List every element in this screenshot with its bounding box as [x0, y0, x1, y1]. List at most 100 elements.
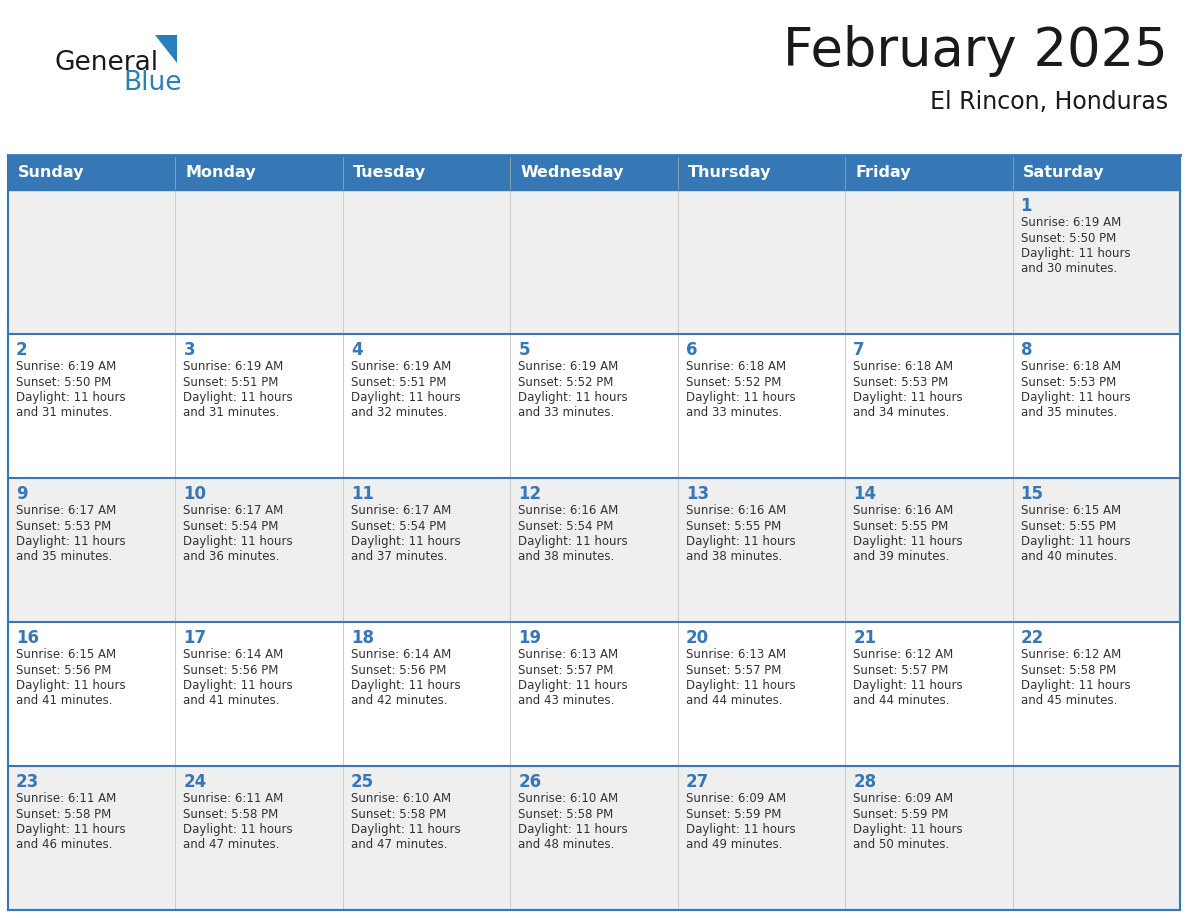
Text: Sunset: 5:53 PM: Sunset: 5:53 PM [15, 520, 112, 532]
Text: Daylight: 11 hours: Daylight: 11 hours [853, 679, 962, 692]
Text: and 46 minutes.: and 46 minutes. [15, 838, 113, 852]
Text: Daylight: 11 hours: Daylight: 11 hours [1020, 391, 1130, 404]
Text: and 38 minutes.: and 38 minutes. [518, 551, 614, 564]
Text: 26: 26 [518, 773, 542, 791]
Text: Sunset: 5:57 PM: Sunset: 5:57 PM [853, 664, 948, 677]
Bar [8, 334, 1180, 478]
Text: Tuesday: Tuesday [353, 165, 426, 180]
Text: 27: 27 [685, 773, 709, 791]
Text: and 37 minutes.: and 37 minutes. [350, 551, 447, 564]
Text: Sunrise: 6:18 AM: Sunrise: 6:18 AM [853, 360, 953, 373]
Text: 8: 8 [1020, 341, 1032, 359]
Text: 4: 4 [350, 341, 362, 359]
Text: Sunset: 5:55 PM: Sunset: 5:55 PM [1020, 520, 1116, 532]
Text: 9: 9 [15, 485, 27, 503]
Text: Sunrise: 6:17 AM: Sunrise: 6:17 AM [350, 504, 451, 517]
Text: and 32 minutes.: and 32 minutes. [350, 407, 447, 420]
Text: Sunset: 5:55 PM: Sunset: 5:55 PM [685, 520, 781, 532]
Text: Sunrise: 6:17 AM: Sunrise: 6:17 AM [183, 504, 284, 517]
Text: and 33 minutes.: and 33 minutes. [518, 407, 614, 420]
Text: Daylight: 11 hours: Daylight: 11 hours [183, 391, 293, 404]
Text: Sunset: 5:59 PM: Sunset: 5:59 PM [685, 808, 781, 821]
Text: Sunset: 5:55 PM: Sunset: 5:55 PM [853, 520, 948, 532]
Text: Sunset: 5:58 PM: Sunset: 5:58 PM [350, 808, 447, 821]
Text: 12: 12 [518, 485, 542, 503]
Text: and 39 minutes.: and 39 minutes. [853, 551, 949, 564]
Text: 22: 22 [1020, 629, 1044, 647]
Text: Sunset: 5:54 PM: Sunset: 5:54 PM [518, 520, 614, 532]
Text: Daylight: 11 hours: Daylight: 11 hours [685, 823, 795, 836]
Text: 16: 16 [15, 629, 39, 647]
Text: Sunset: 5:51 PM: Sunset: 5:51 PM [350, 375, 447, 388]
Text: Sunset: 5:52 PM: Sunset: 5:52 PM [518, 375, 614, 388]
Text: Sunrise: 6:17 AM: Sunrise: 6:17 AM [15, 504, 116, 517]
Bar [8, 478, 1180, 622]
Text: Sunrise: 6:16 AM: Sunrise: 6:16 AM [853, 504, 954, 517]
Text: Sunrise: 6:10 AM: Sunrise: 6:10 AM [518, 792, 619, 805]
Text: Sunset: 5:58 PM: Sunset: 5:58 PM [15, 808, 112, 821]
Text: Sunrise: 6:18 AM: Sunrise: 6:18 AM [685, 360, 785, 373]
Text: Daylight: 11 hours: Daylight: 11 hours [15, 679, 126, 692]
Text: and 47 minutes.: and 47 minutes. [350, 838, 448, 852]
Text: Sunrise: 6:19 AM: Sunrise: 6:19 AM [183, 360, 284, 373]
Text: Sunset: 5:58 PM: Sunset: 5:58 PM [1020, 664, 1116, 677]
Text: and 47 minutes.: and 47 minutes. [183, 838, 280, 852]
Text: Sunrise: 6:12 AM: Sunrise: 6:12 AM [853, 648, 954, 661]
Text: Sunrise: 6:13 AM: Sunrise: 6:13 AM [518, 648, 619, 661]
Text: Daylight: 11 hours: Daylight: 11 hours [350, 679, 461, 692]
Text: Sunset: 5:51 PM: Sunset: 5:51 PM [183, 375, 279, 388]
Text: Sunrise: 6:14 AM: Sunrise: 6:14 AM [350, 648, 451, 661]
Text: and 34 minutes.: and 34 minutes. [853, 407, 949, 420]
Text: Sunset: 5:56 PM: Sunset: 5:56 PM [183, 664, 279, 677]
Text: 25: 25 [350, 773, 374, 791]
Text: Sunrise: 6:19 AM: Sunrise: 6:19 AM [1020, 216, 1120, 229]
Text: 5: 5 [518, 341, 530, 359]
Bar [8, 190, 1180, 334]
Text: Wednesday: Wednesday [520, 165, 624, 180]
Text: Sunset: 5:53 PM: Sunset: 5:53 PM [1020, 375, 1116, 388]
Text: Sunrise: 6:11 AM: Sunrise: 6:11 AM [15, 792, 116, 805]
Text: Sunset: 5:56 PM: Sunset: 5:56 PM [350, 664, 447, 677]
Text: Sunrise: 6:18 AM: Sunrise: 6:18 AM [1020, 360, 1120, 373]
Text: 15: 15 [1020, 485, 1043, 503]
Bar [511, 155, 677, 190]
Text: and 42 minutes.: and 42 minutes. [350, 695, 448, 708]
Text: Sunset: 5:56 PM: Sunset: 5:56 PM [15, 664, 112, 677]
Text: Daylight: 11 hours: Daylight: 11 hours [183, 535, 293, 548]
Text: and 33 minutes.: and 33 minutes. [685, 407, 782, 420]
Text: Sunset: 5:57 PM: Sunset: 5:57 PM [518, 664, 614, 677]
Text: Friday: Friday [855, 165, 911, 180]
Text: Sunset: 5:52 PM: Sunset: 5:52 PM [685, 375, 781, 388]
Text: and 40 minutes.: and 40 minutes. [1020, 551, 1117, 564]
Bar [8, 155, 176, 190]
Text: Sunrise: 6:16 AM: Sunrise: 6:16 AM [685, 504, 786, 517]
Text: Sunrise: 6:15 AM: Sunrise: 6:15 AM [1020, 504, 1120, 517]
Text: Daylight: 11 hours: Daylight: 11 hours [15, 391, 126, 404]
Text: Daylight: 11 hours: Daylight: 11 hours [685, 535, 795, 548]
Text: Daylight: 11 hours: Daylight: 11 hours [183, 679, 293, 692]
Text: Daylight: 11 hours: Daylight: 11 hours [518, 823, 628, 836]
Text: Sunrise: 6:19 AM: Sunrise: 6:19 AM [15, 360, 116, 373]
Bar [845, 155, 1012, 190]
Text: Daylight: 11 hours: Daylight: 11 hours [350, 535, 461, 548]
Text: Sunset: 5:58 PM: Sunset: 5:58 PM [518, 808, 613, 821]
Text: Daylight: 11 hours: Daylight: 11 hours [853, 535, 962, 548]
Text: Sunset: 5:50 PM: Sunset: 5:50 PM [1020, 231, 1116, 244]
Text: and 36 minutes.: and 36 minutes. [183, 551, 280, 564]
Text: and 35 minutes.: and 35 minutes. [15, 551, 112, 564]
Text: and 43 minutes.: and 43 minutes. [518, 695, 614, 708]
Text: Sunset: 5:50 PM: Sunset: 5:50 PM [15, 375, 112, 388]
Text: Sunrise: 6:15 AM: Sunrise: 6:15 AM [15, 648, 116, 661]
Text: Sunrise: 6:11 AM: Sunrise: 6:11 AM [183, 792, 284, 805]
Text: 1: 1 [1020, 197, 1032, 215]
Text: 20: 20 [685, 629, 709, 647]
Polygon shape [154, 35, 177, 63]
Text: 3: 3 [183, 341, 195, 359]
Text: Sunrise: 6:09 AM: Sunrise: 6:09 AM [685, 792, 785, 805]
Text: Sunrise: 6:19 AM: Sunrise: 6:19 AM [518, 360, 619, 373]
Text: Sunday: Sunday [18, 165, 84, 180]
Text: Daylight: 11 hours: Daylight: 11 hours [1020, 535, 1130, 548]
Text: Sunset: 5:53 PM: Sunset: 5:53 PM [853, 375, 948, 388]
Text: 10: 10 [183, 485, 207, 503]
Text: and 49 minutes.: and 49 minutes. [685, 838, 782, 852]
